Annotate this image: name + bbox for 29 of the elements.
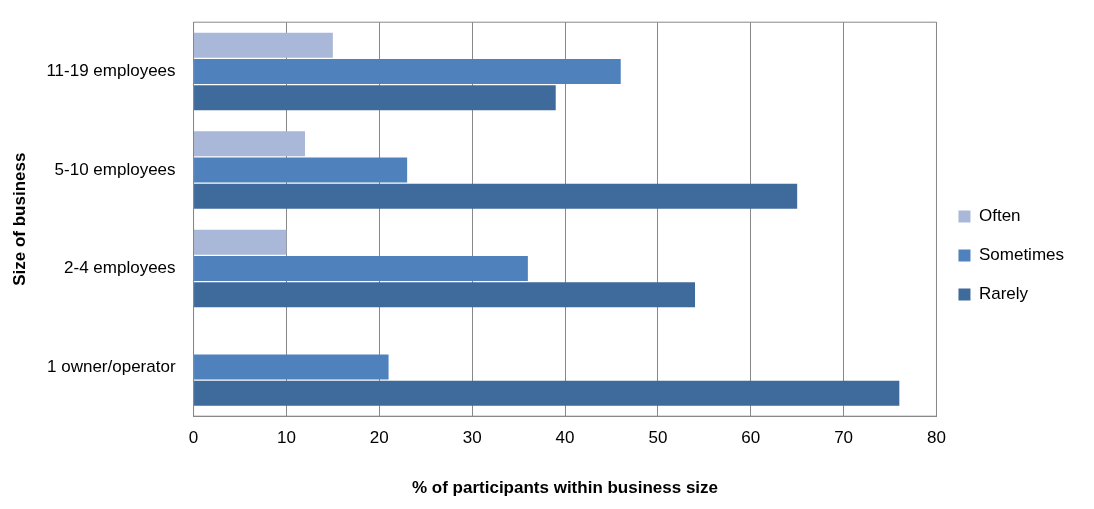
x-tick-label: 20 [369,428,389,448]
bar [194,183,798,209]
y-tick-label: 5-10 employees [54,159,176,179]
bar [194,32,333,58]
bar [194,85,556,111]
x-tick-label: 50 [648,428,668,448]
bar [194,380,900,406]
legend-label: Often [978,206,1021,226]
x-tick-label: 70 [834,428,854,448]
bar [194,157,408,183]
x-tick-label: 80 [927,428,946,448]
x-axis-title: % of participants within business size [411,478,719,498]
bar [194,255,528,281]
bar [194,58,621,84]
y-tick-label: 2-4 employees [64,258,176,278]
y-tick-label: 11-19 employees [46,61,176,81]
x-tick-label: 60 [741,428,761,448]
bar [194,131,305,157]
bar [194,282,696,308]
legend-label: Rarely [978,284,1029,304]
x-tick-label: 30 [462,428,482,448]
legend-label: Sometimes [978,245,1065,265]
x-tick-label: 40 [555,428,575,448]
bar [194,354,389,380]
y-axis-title: Size of business [9,152,29,286]
x-tick-label: 0 [188,428,199,448]
x-tick-label: 10 [276,428,296,448]
bar [194,229,287,255]
y-tick-label: 1 owner/operator [47,356,176,376]
